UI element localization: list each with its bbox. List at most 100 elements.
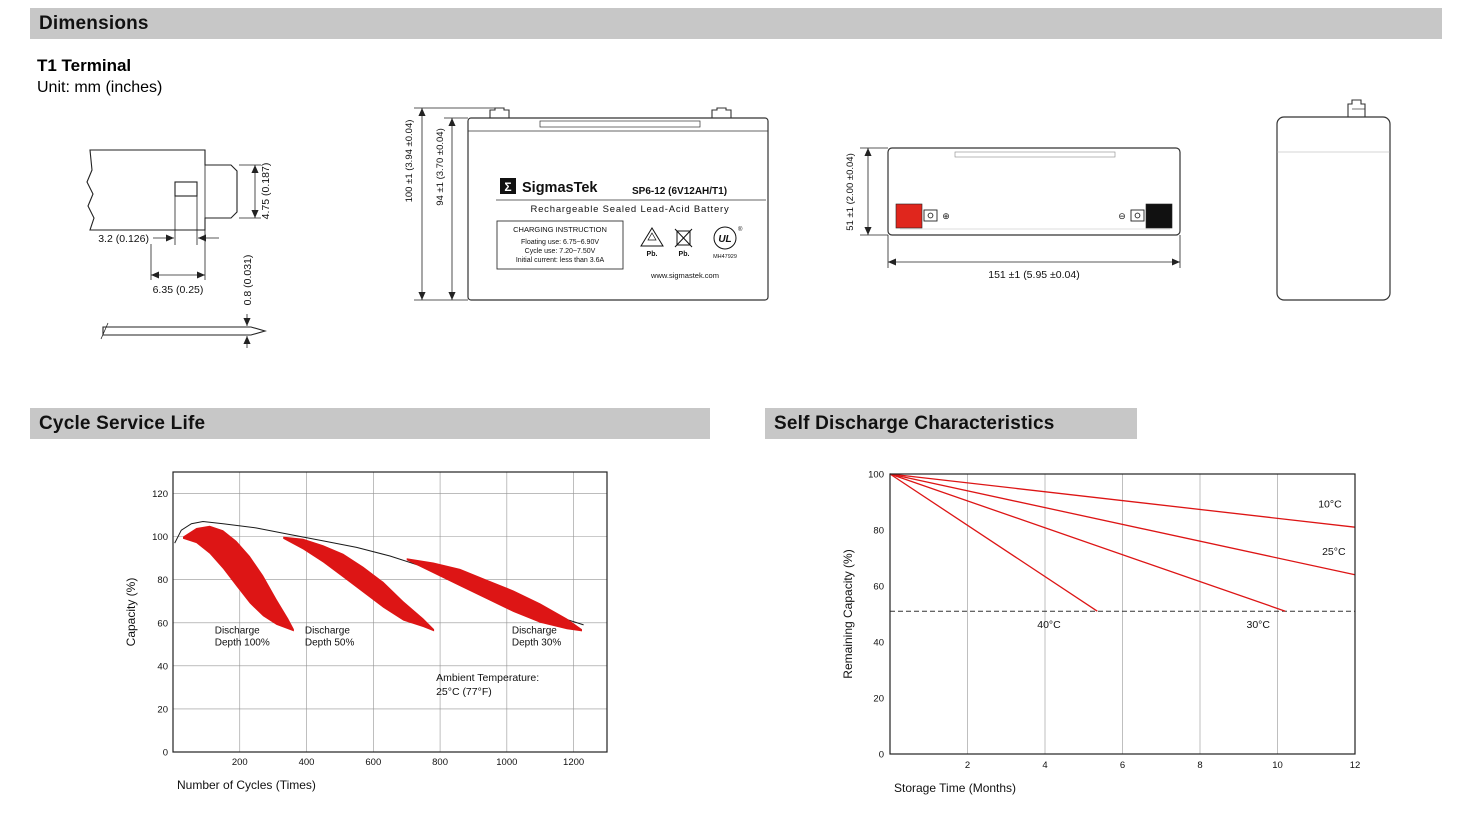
ambient-temperature-note: Ambient Temperature: bbox=[436, 672, 539, 684]
terminal-type-heading: T1 Terminal bbox=[37, 56, 132, 75]
charging-line-1: Floating use: 6.75~6.90V bbox=[521, 239, 599, 246]
terminal-hole bbox=[174, 181, 198, 197]
discharge-x-tick-label: 2 bbox=[965, 760, 970, 771]
discharge-x-tick-label: 6 bbox=[1120, 760, 1125, 771]
dim-tab-length: 6.35 (0.25) bbox=[153, 284, 204, 296]
discharge-depth-band-3 bbox=[406, 558, 582, 632]
battery-type-line: Rechargeable Sealed Lead-Acid Battery bbox=[530, 204, 729, 215]
discharge-y-tick-label: 0 bbox=[879, 750, 884, 761]
discharge-depth-band-label: Discharge bbox=[512, 626, 557, 637]
cycle-y-tick-label: 0 bbox=[163, 748, 168, 759]
minus-symbol: ⊖ bbox=[1118, 211, 1126, 221]
cycle-y-tick-label: 40 bbox=[157, 661, 168, 672]
svg-text:UL: UL bbox=[718, 234, 731, 245]
battery-end-view bbox=[1276, 99, 1391, 301]
ul-mark-icon: UL ® bbox=[713, 226, 743, 250]
brand-sigma-glyph: Σ bbox=[504, 180, 511, 194]
terminal-blade-side-view bbox=[100, 322, 268, 340]
top-view-body: ⊕ ⊖ bbox=[887, 147, 1181, 236]
discharge-series-label: 30°C bbox=[1247, 619, 1271, 631]
discharge-depth-band-label: Depth 100% bbox=[215, 638, 270, 649]
section-header-cycle-life: Cycle Service Life bbox=[30, 408, 710, 439]
cycle-x-tick-label: 200 bbox=[232, 757, 248, 768]
self-discharge-title: Self Discharge Characteristics bbox=[774, 412, 1055, 434]
crossed-bin-icon bbox=[674, 228, 693, 248]
discharge-series-line-25°C bbox=[889, 473, 1356, 576]
cycle-x-tick-label: 400 bbox=[299, 757, 315, 768]
negative-connector-icon bbox=[1130, 209, 1145, 222]
cycle-x-tick-label: 1200 bbox=[563, 757, 584, 768]
left-terminal-tab bbox=[489, 107, 510, 118]
positive-connector-icon bbox=[923, 209, 938, 222]
charging-line-3: Initial current: less than 3.6A bbox=[516, 257, 605, 264]
website-text: www.sigmastek.com bbox=[650, 271, 719, 280]
section-header-self-discharge: Self Discharge Characteristics bbox=[765, 408, 1137, 439]
model-number: SP6-12 (6V12AH/T1) bbox=[632, 186, 727, 197]
terminal-top-view-outline bbox=[86, 149, 238, 231]
dim-blade-thickness: 0.8 (0.031) bbox=[242, 255, 254, 306]
discharge-series-label: 40°C bbox=[1037, 619, 1061, 631]
terminal-dimension-lines bbox=[150, 164, 261, 348]
discharge-x-tick-label: 4 bbox=[1042, 760, 1047, 771]
section-header-dimensions: Dimensions bbox=[30, 8, 1442, 39]
discharge-series-label: 10°C bbox=[1318, 499, 1342, 511]
discharge-x-tick-label: 12 bbox=[1350, 760, 1361, 771]
cycle-x-tick-label: 1000 bbox=[496, 757, 517, 768]
cycle-x-tick-label: 600 bbox=[365, 757, 381, 768]
cycle-chart-grid bbox=[173, 472, 607, 752]
pb-label-1: Pb. bbox=[647, 251, 658, 258]
cycle-x-axis-title: Number of Cycles (Times) bbox=[177, 778, 316, 792]
battery-top-view: 51 ±1 (2.00 ±0.04) 151 ±1 (5.95 ±0.04) ⊕… bbox=[845, 147, 1181, 281]
right-terminal-tab bbox=[711, 107, 732, 118]
cycle-y-tick-label: 80 bbox=[157, 575, 168, 586]
cycle-y-tick-label: 120 bbox=[152, 489, 168, 500]
discharge-series-line-30°C bbox=[889, 473, 1286, 612]
discharge-depth-band-1 bbox=[183, 525, 294, 632]
cycle-y-tick-label: 60 bbox=[157, 618, 168, 629]
charging-line-2: Cycle use: 7.20~7.50V bbox=[525, 248, 596, 255]
charging-title: CHARGING INSTRUCTION bbox=[513, 225, 607, 234]
recycle-pb-icon bbox=[640, 227, 664, 247]
discharge-series-line-10°C bbox=[889, 473, 1356, 528]
battery-case-outline bbox=[467, 107, 769, 301]
dim-case-height: 94 ±1 (3.70 ±0.04) bbox=[435, 128, 446, 206]
discharge-y-tick-label: 40 bbox=[873, 638, 884, 649]
discharge-depth-band-label: Discharge bbox=[215, 626, 260, 637]
cycle-y-tick-label: 100 bbox=[152, 532, 168, 543]
discharge-depth-band-label: Discharge bbox=[305, 626, 350, 637]
registered-symbol: ® bbox=[738, 226, 743, 233]
cycle-y-tick-label: 20 bbox=[157, 704, 168, 715]
top-view-dimension-lines bbox=[860, 147, 1181, 268]
discharge-depth-band-label: Depth 50% bbox=[305, 638, 355, 649]
unit-label: Unit: mm (inches) bbox=[37, 79, 163, 96]
dim-hole-width: 3.2 (0.126) bbox=[98, 233, 149, 245]
discharge-y-axis-title: Remaining Capacity (%) bbox=[841, 549, 855, 678]
brand-name: SigmasTek bbox=[522, 180, 598, 196]
battery-label-print: Σ SigmasTek SP6-12 (6V12AH/T1) Rechargea… bbox=[496, 178, 766, 280]
dim-overall-height: 100 ±1 (3.94 ±0.04) bbox=[404, 120, 415, 203]
discharge-x-tick-label: 8 bbox=[1197, 760, 1202, 771]
plus-symbol: ⊕ bbox=[942, 211, 950, 221]
end-view-body bbox=[1276, 99, 1391, 301]
self-discharge-chart: 2 4 6 8 10 12 0 20 40 60 80 100 10°C 25°C 30°C 40°C Stor… bbox=[841, 470, 1361, 796]
charging-instruction-box bbox=[496, 220, 624, 270]
cycle-y-axis-title: Capacity (%) bbox=[124, 578, 138, 647]
ul-file-number: MH47929 bbox=[713, 254, 737, 260]
discharge-series-line-40°C bbox=[889, 473, 1098, 612]
cycle-service-life-chart: 200 400 600 800 1000 1200 0 20 40 60 80 100 120 Disch… bbox=[124, 471, 608, 792]
end-view-terminal-tab bbox=[1347, 99, 1366, 117]
ambient-temperature-note: 25°C (77°F) bbox=[436, 686, 492, 698]
dim-tab-width: 4.75 (0.187) bbox=[260, 163, 272, 220]
discharge-chart-frame bbox=[889, 473, 1356, 755]
dimensions-title: Dimensions bbox=[39, 12, 149, 34]
terminal-detail-drawing: 3.2 (0.126) 6.35 (0.25) 4.75 (0.187) 0.8… bbox=[86, 149, 272, 348]
discharge-depth-band-label: Depth 30% bbox=[512, 638, 562, 649]
discharge-x-axis-title: Storage Time (Months) bbox=[894, 781, 1016, 795]
discharge-depth-band-2 bbox=[283, 536, 435, 632]
discharge-y-tick-label: 20 bbox=[873, 694, 884, 705]
front-dimension-lines bbox=[414, 107, 496, 301]
battery-front-view: 100 ±1 (3.94 ±0.04) 94 ±1 (3.70 ±0.04) Σ… bbox=[404, 107, 769, 301]
cycle-x-tick-label: 800 bbox=[432, 757, 448, 768]
cycle-life-title: Cycle Service Life bbox=[39, 412, 206, 434]
